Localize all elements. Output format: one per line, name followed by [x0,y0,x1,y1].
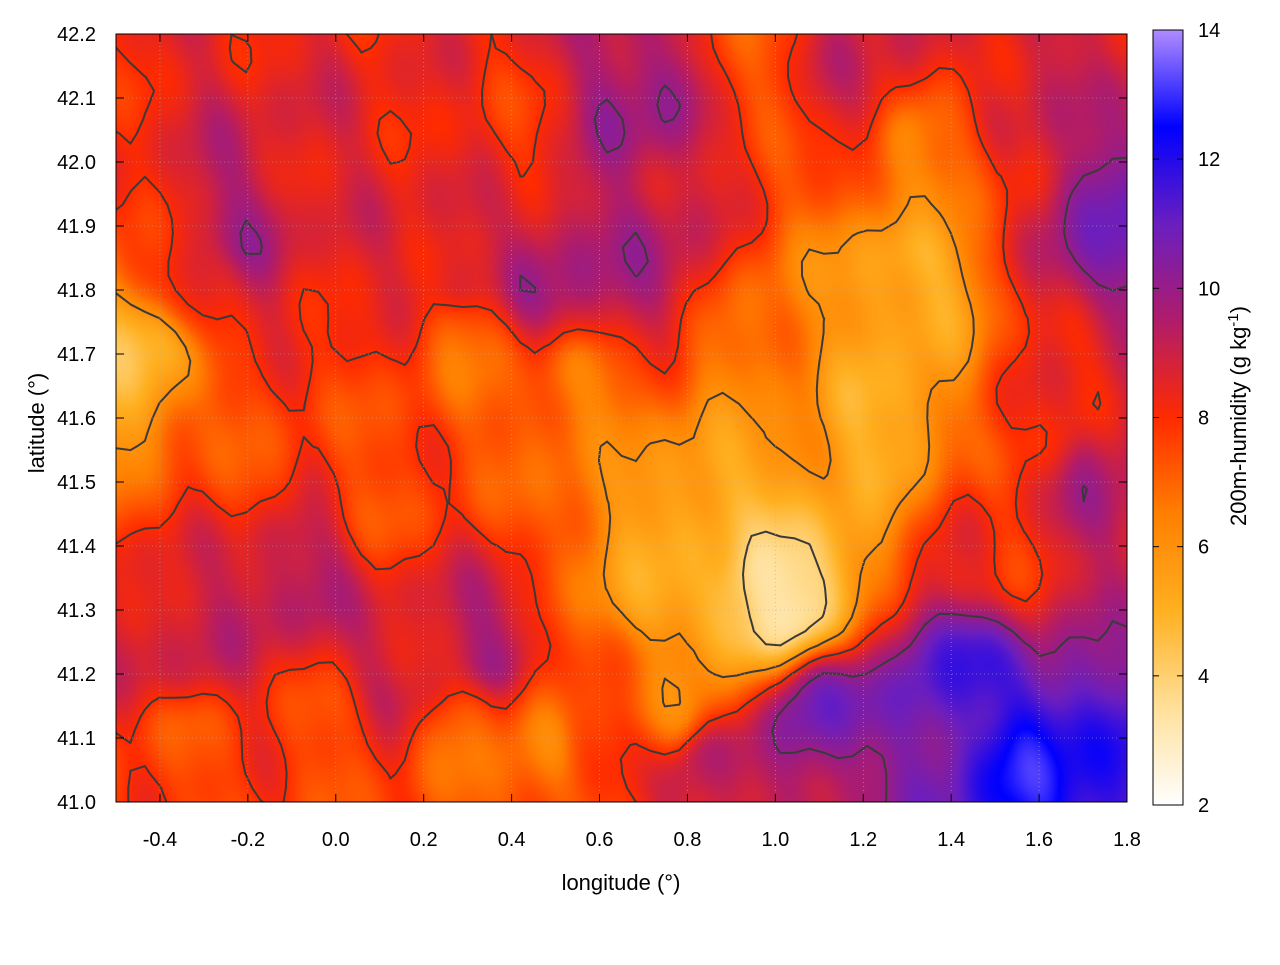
x-tick-label: -0.2 [231,829,265,851]
y-tick-label: 41.7 [57,344,96,366]
x-tick-label: 1.6 [1025,829,1053,851]
x-tick-label: -0.4 [143,829,177,851]
x-tick-label: 1.4 [937,829,965,851]
y-tick-label: 41.4 [57,536,96,558]
y-tick-label: 41.8 [57,280,96,302]
colorbar-tick-label: 4 [1198,666,1209,688]
x-tick-label: 0.8 [674,829,702,851]
y-tick-label: 41.0 [57,792,96,814]
contour-line [742,530,828,647]
y-tick-label: 41.1 [57,728,96,750]
x-tick-label: 0.4 [498,829,526,851]
x-tick-label: 0.6 [586,829,614,851]
x-tick-label: 1.2 [849,829,877,851]
grid-lines [116,34,1127,802]
colorbar-tick-label: 6 [1198,537,1209,559]
y-tick-label: 42.1 [57,88,96,110]
colorbar-ticks: 2 4 6 8 10 12 14 [1153,20,1220,817]
colorbar-tick-label: 10 [1198,278,1220,300]
y-tick-label: 42.2 [57,24,96,46]
heatmap-field [116,34,1127,802]
x-tick-label: 0.2 [410,829,438,851]
x-tick-label: 1.8 [1113,829,1141,851]
y-tick-label: 41.2 [57,664,96,686]
colorbar-label: 200m-humidity (g kg-1) [1225,306,1251,526]
humidity-field-image [116,34,1127,802]
y-axis-ticks: 41.0 41.1 41.2 41.3 41.4 41.5 41.6 41.7 41.8 41.9… [57,24,1127,814]
colorbar-tick-label: 12 [1198,149,1220,171]
colorbar-tick-label: 2 [1198,795,1209,817]
y-tick-label: 41.5 [57,472,96,494]
y-tick-label: 41.6 [57,408,96,430]
contour-line [116,195,975,708]
y-axis-label: latitude (°) [24,373,49,474]
y-tick-label: 41.9 [57,216,96,238]
x-axis-label: longitude (°) [562,870,681,895]
x-tick-label: 0.0 [322,829,350,851]
x-axis-ticks: -0.4 -0.2 0.0 0.2 0.4 0.6 0.8 1.0 1.2 1.4 1.6 1.8 [143,34,1141,851]
y-tick-label: 42.0 [57,152,96,174]
colorbar-tick-label: 8 [1198,408,1209,430]
colorbar-tick-label: 14 [1198,20,1220,42]
x-tick-label: 1.0 [761,829,789,851]
contour-line [239,84,1127,802]
y-tick-label: 41.3 [57,600,96,622]
